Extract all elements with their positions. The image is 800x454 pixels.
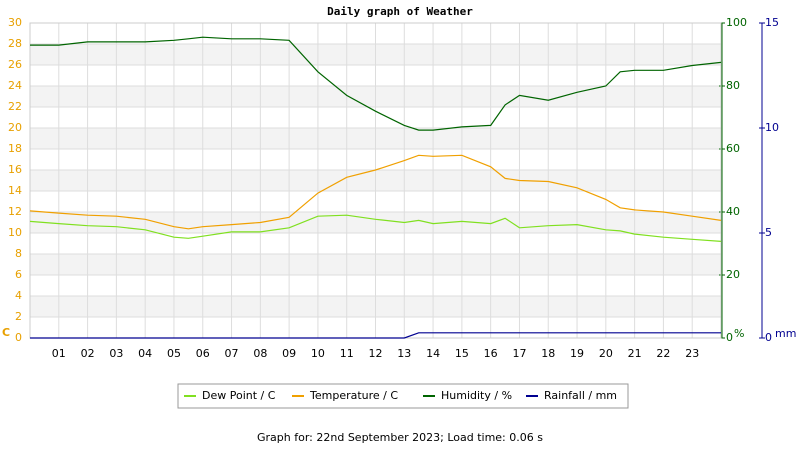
y-tick-label: 6 [15, 268, 22, 281]
y2-tick-label: 40 [726, 205, 740, 218]
y3-tick-label: 15 [765, 16, 779, 29]
y2-unit: % [734, 327, 744, 340]
x-tick-label: 09 [282, 347, 296, 360]
legend-label: Humidity / % [441, 389, 512, 402]
legend-label: Rainfall / mm [544, 389, 617, 402]
y-tick-label: 24 [8, 79, 22, 92]
x-tick-label: 21 [628, 347, 642, 360]
legend-label: Dew Point / C [202, 389, 276, 402]
legend-box [177, 383, 629, 409]
x-tick-label: 02 [81, 347, 95, 360]
y-tick-label: 14 [8, 184, 22, 197]
legend: Dew Point / C Temperature / C Humidity / %… [177, 383, 629, 409]
y-tick-label: 16 [8, 163, 22, 176]
y-tick-label: 12 [8, 205, 22, 218]
y2-tick-label: 20 [726, 268, 740, 281]
footer: Graph for: 22nd September 2023; Load tim… [257, 431, 543, 444]
x-tick-label: 04 [138, 347, 152, 360]
y-tick-label: 2 [15, 310, 22, 323]
y-tick-label: 28 [8, 37, 22, 50]
x-tick-label: 17 [512, 347, 526, 360]
series-line [30, 332, 721, 339]
y3-tick-label: 5 [765, 226, 772, 239]
y-unit: C [2, 326, 10, 339]
x-tick-label: 12 [369, 347, 383, 360]
y-tick-label: 22 [8, 100, 22, 113]
y-tick-label: 20 [8, 121, 22, 134]
x-tick-label: 23 [685, 347, 699, 360]
y2-tick-label: 100 [726, 16, 747, 29]
x-tick-label: 16 [484, 347, 498, 360]
x-tick-label: 06 [196, 347, 210, 360]
x-tick-label: 05 [167, 347, 181, 360]
x-tick-label: 01 [52, 347, 66, 360]
series-line [30, 36, 722, 131]
y-tick-label: 4 [15, 289, 22, 302]
y-tick-label: 10 [8, 226, 22, 239]
y2-tick-label: 60 [726, 142, 740, 155]
x-tick-label: 11 [340, 347, 354, 360]
y-tick-label: 8 [15, 247, 22, 260]
chart-title: Daily graph of Weather [327, 5, 473, 18]
y2-tick-label: 80 [726, 79, 740, 92]
y2-tick-label: 0 [726, 331, 733, 344]
y-tick-label: 0 [15, 331, 22, 344]
y3-unit: mm [775, 327, 796, 340]
y3-tick-label: 0 [765, 331, 772, 344]
y-tick-label: 30 [8, 16, 22, 29]
x-tick-label: 19 [570, 347, 584, 360]
x-tick-label: 13 [397, 347, 411, 360]
x-tick-label: 14 [426, 347, 440, 360]
y-tick-label: 18 [8, 142, 22, 155]
x-tick-label: 03 [109, 347, 123, 360]
x-tick-label: 10 [311, 347, 325, 360]
x-tick-label: 20 [599, 347, 613, 360]
x-tick-label: 08 [253, 347, 267, 360]
x-tick-label: 22 [656, 347, 670, 360]
series-line [29, 214, 722, 242]
x-tick-label: 07 [225, 347, 239, 360]
x-tick-label: 18 [541, 347, 555, 360]
y-tick-label: 26 [8, 58, 22, 71]
y3-tick-label: 10 [765, 121, 779, 134]
legend-label: Temperature / C [309, 389, 398, 402]
series-line [29, 154, 722, 230]
x-tick-label: 15 [455, 347, 469, 360]
